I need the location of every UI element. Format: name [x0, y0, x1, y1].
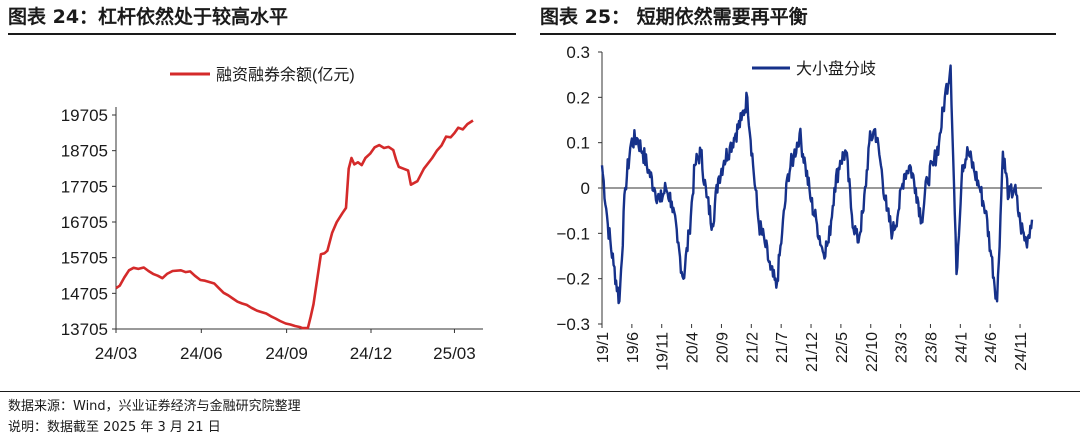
y-tick-label: −0.3	[556, 315, 590, 334]
y-tick-label: 14705	[61, 284, 108, 303]
series-line-size-divergence	[600, 64, 1034, 305]
y-tick-label: 15705	[61, 249, 108, 268]
x-tick-label: 20/9	[714, 332, 731, 363]
x-tick-label: 24/12	[350, 344, 393, 363]
y-tick-label: 19705	[61, 106, 108, 125]
figure-24-title: 图表 24：杠杆依然处于较高水平	[8, 6, 289, 28]
x-tick-label: 19/1	[595, 332, 612, 363]
x-tick-label: 25/03	[433, 344, 476, 363]
x-tick-label: 23/8	[923, 332, 940, 363]
x-tick-label: 21/12	[804, 332, 821, 372]
x-tick-label: 24/11	[1013, 332, 1030, 371]
series-line-margin-balance	[115, 119, 474, 330]
y-tick-label: −0.2	[556, 270, 590, 289]
x-tick-label: 24/03	[95, 344, 138, 363]
y-tick-label: 0	[581, 179, 590, 198]
x-tick-label: 21/2	[744, 332, 761, 363]
margin-balance-chart: 13705 14705 15705 16705 17705 18705 19705 24/03…	[61, 65, 483, 363]
y-tick-label: 16705	[61, 213, 108, 232]
x-tick-label: 24/1	[953, 332, 970, 363]
x-tick-label: 24/6	[983, 332, 1000, 363]
x-tick-label: 21/7	[774, 332, 791, 363]
x-tick-label: 22/10	[864, 332, 881, 372]
y-tick-label: 18705	[61, 142, 108, 161]
x-tick-label: 20/4	[685, 332, 702, 363]
x-tick-label: 22/5	[834, 332, 851, 363]
y-tick-label: 17705	[61, 177, 108, 196]
x-tick-label: 24/06	[180, 344, 223, 363]
legend-label: 大小盘分歧	[796, 59, 876, 78]
source-note: 数据来源：Wind，兴业证券经济与金融研究院整理	[8, 399, 301, 414]
legend-label: 融资融券余额(亿元)	[216, 65, 355, 84]
y-tick-label: 0.3	[566, 43, 590, 62]
date-note: 说明：数据截至 2025 年 3 月 21 日	[8, 420, 221, 435]
footer-rule	[0, 391, 1080, 392]
figure-24-title-rule	[8, 33, 516, 35]
size-divergence-chart: −0.3 −0.2 −0.1 0 0.1 0.2 0.3 19/1 19/6 19/11 20/4 2…	[556, 43, 1042, 372]
y-tick-label: −0.1	[556, 224, 590, 243]
x-tick-label: 19/11	[655, 332, 672, 371]
x-tick-label: 23/3	[894, 332, 911, 363]
y-tick-label: 0.2	[566, 88, 590, 107]
y-tick-label: 13705	[61, 320, 108, 339]
x-tick-label: 24/09	[265, 344, 308, 363]
y-tick-label: 0.1	[566, 134, 590, 153]
x-tick-label: 19/6	[625, 332, 642, 363]
figure-25-title: 图表 25： 短期依然需要再平衡	[540, 6, 808, 28]
figure-25-title-rule	[540, 33, 1056, 35]
